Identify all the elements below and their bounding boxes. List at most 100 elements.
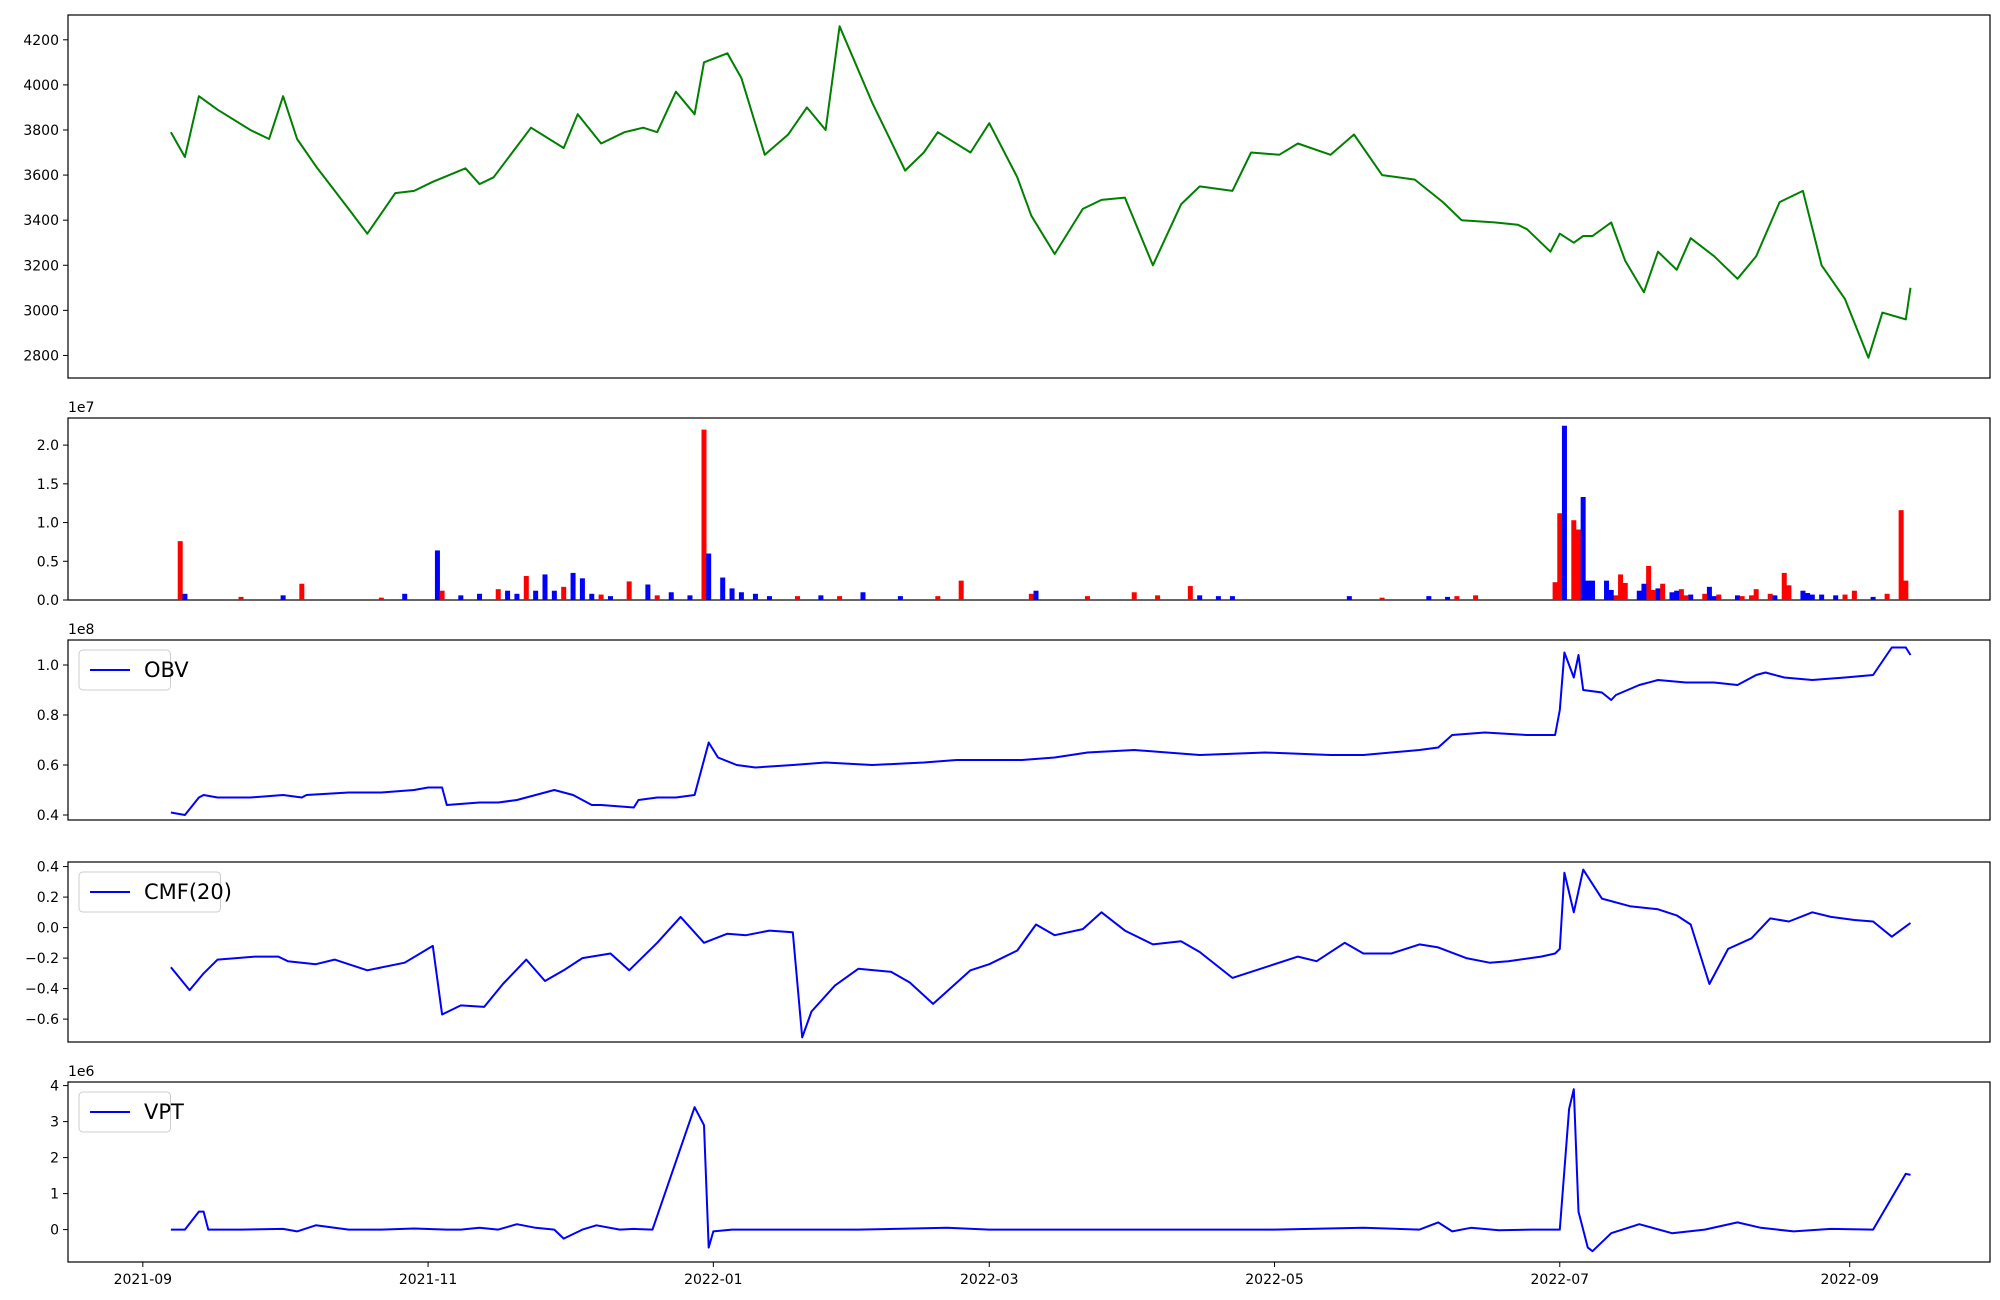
panel-1: 0.0 0.5 1.0 1.5 2.0 1e7 — [37, 400, 1991, 609]
y-tick-label: 1.0 — [37, 516, 59, 532]
y-tick-label: 0.4 — [37, 808, 59, 824]
axis-exponent-label: 1e8 — [68, 622, 94, 638]
legend: CMF(20) — [78, 871, 232, 913]
volume-bar — [766, 596, 772, 600]
x-tick-label: 2022-07 — [1531, 1272, 1590, 1288]
y-tick-label: 0.0 — [37, 593, 59, 609]
volume-bar — [533, 590, 539, 600]
volume-bar — [1608, 589, 1614, 600]
volume-bar — [1131, 592, 1137, 600]
volume-bar — [458, 595, 464, 600]
volume-bar — [1767, 593, 1773, 600]
volume-bar — [607, 596, 613, 600]
volume-bar — [1833, 595, 1839, 600]
volume-bar — [378, 597, 384, 600]
volume-bar — [1575, 529, 1581, 600]
volume-bar — [1809, 594, 1815, 600]
x-tick-label: 2022-03 — [960, 1272, 1019, 1288]
y-tick-label: 3600 — [23, 168, 59, 184]
x-tick-label: 2022-01 — [684, 1272, 743, 1288]
volume-bar — [1561, 425, 1567, 600]
volume-bar — [177, 541, 183, 600]
volume-bar — [551, 590, 557, 600]
volume-bar — [1618, 574, 1624, 600]
legend: VPT — [78, 1091, 184, 1133]
volume-bar — [1636, 590, 1642, 600]
y-tick-label: 3 — [50, 1115, 59, 1131]
volume-bar — [495, 589, 501, 600]
volume-bar — [752, 593, 758, 600]
volume-bar — [1622, 582, 1628, 600]
x-tick-label: 2021-11 — [399, 1272, 458, 1288]
volume-bar — [1716, 594, 1722, 600]
volume-bar — [626, 581, 632, 600]
y-tick-label: 2 — [50, 1151, 59, 1167]
volume-bar — [645, 584, 651, 600]
volume-bar — [795, 596, 801, 600]
volume-bar — [299, 583, 305, 600]
volume-bar — [402, 593, 408, 600]
volume-bar — [1557, 513, 1563, 600]
volume-bar — [1445, 596, 1451, 600]
series-line — [170, 646, 1912, 816]
series-line — [170, 1088, 1911, 1253]
volume-bar — [589, 593, 595, 600]
x-tick-label: 2021-09 — [114, 1272, 173, 1288]
volume-bar — [439, 590, 445, 600]
y-tick-label: 0 — [50, 1223, 59, 1239]
axis-exponent-label: 1e7 — [68, 400, 94, 416]
volume-bar — [1379, 597, 1385, 600]
y-tick-label: 3400 — [23, 213, 59, 229]
volume-bar — [897, 596, 903, 600]
volume-bar — [1734, 595, 1740, 600]
y-tick-label: 0.6 — [37, 758, 59, 774]
volume-bar — [514, 593, 520, 600]
volume-bar — [1229, 596, 1235, 600]
volume-bar — [1155, 595, 1161, 600]
volume-bar — [1669, 592, 1675, 600]
volume-bar — [1688, 594, 1694, 600]
volume-bar — [1426, 596, 1432, 600]
y-tick-label: −0.6 — [25, 1012, 59, 1028]
volume-bar — [860, 592, 866, 600]
y-tick-label: −0.4 — [25, 982, 59, 998]
volume-bar — [706, 553, 712, 600]
volume-bar — [477, 593, 483, 600]
volume-bar — [738, 592, 744, 600]
y-tick-label: 4000 — [23, 78, 59, 94]
volume-bar — [1187, 586, 1193, 600]
volume-bar — [238, 596, 244, 600]
volume-bar — [1346, 596, 1352, 600]
y-tick-label: 0.5 — [37, 554, 59, 570]
x-tick-label: 2022-05 — [1245, 1272, 1304, 1288]
volume-bar — [1197, 595, 1203, 600]
volume-bar — [579, 578, 585, 600]
volume-bar — [729, 588, 735, 600]
legend-label: CMF(20) — [144, 880, 232, 904]
volume-bar — [542, 574, 548, 600]
volume-bar — [280, 595, 286, 600]
legend-label: VPT — [144, 1100, 184, 1124]
volume-bar — [523, 575, 529, 600]
volume-bar — [1772, 595, 1778, 600]
volume-bar — [1641, 583, 1647, 600]
volume-bar — [1851, 590, 1857, 600]
volume-bar — [182, 593, 188, 600]
volume-bar — [720, 577, 726, 600]
panel-4: 0 1 2 3 4 1e6 VPT — [50, 1064, 1991, 1263]
volume-bar — [1660, 583, 1666, 600]
volume-bar — [1613, 595, 1619, 600]
volume-bar — [1819, 594, 1825, 600]
volume-bar — [1590, 580, 1596, 600]
y-tick-label: 0.4 — [37, 860, 59, 876]
volume-bar — [1903, 580, 1909, 600]
volume-bar — [1884, 593, 1890, 600]
y-tick-label: 0.0 — [37, 921, 59, 937]
volume-bar — [1552, 582, 1558, 600]
volume-bar — [818, 595, 824, 600]
volume-bar — [654, 595, 660, 600]
volume-bar — [1674, 590, 1680, 600]
volume-bar — [570, 572, 576, 600]
axis-exponent-label: 1e6 — [68, 1064, 95, 1080]
